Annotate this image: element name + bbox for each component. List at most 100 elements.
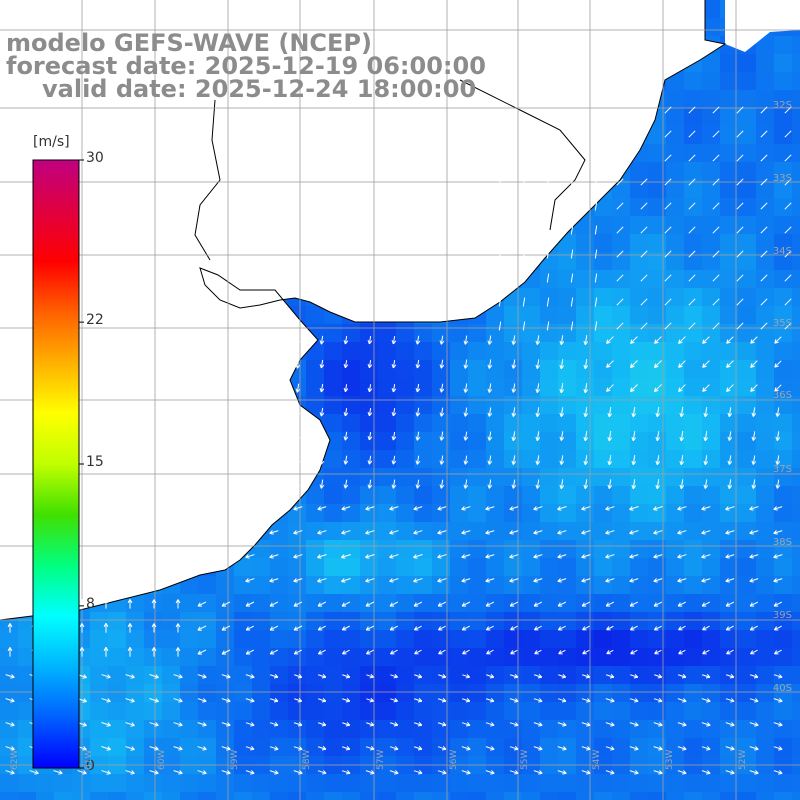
field-cell (612, 558, 630, 576)
field-cell (756, 738, 774, 756)
field-cell (738, 576, 756, 594)
wind-arrow-head (227, 770, 231, 774)
wind-arrow-head (367, 339, 370, 345)
wind-arrow-head (538, 700, 543, 703)
wind-arrow-head (611, 770, 615, 774)
wind-arrow-head (394, 746, 399, 750)
field-cell (630, 522, 648, 540)
wind-arrow-head (630, 339, 633, 344)
wind-arrow-head (226, 748, 231, 751)
field-cell (648, 288, 666, 306)
wind-arrow-head (441, 700, 446, 703)
wind-arrow (630, 649, 638, 655)
field-cell (576, 522, 594, 540)
wind-arrow-head (631, 436, 634, 441)
wind-arrow-head (557, 556, 562, 559)
field-cell (198, 576, 216, 594)
wind-arrow-head (442, 722, 447, 726)
field-cell (612, 720, 630, 738)
field-cell (396, 774, 414, 792)
field-cell (522, 360, 540, 378)
wind-arrow (704, 455, 708, 465)
wind-arrow-head (297, 676, 302, 679)
field-cell (396, 522, 414, 540)
field-cell (774, 432, 792, 450)
wind-arrow (414, 625, 422, 631)
wind-arrow (760, 298, 768, 306)
colorbar (32, 159, 80, 769)
field-cell (306, 522, 324, 540)
field-cell (504, 486, 522, 504)
wind-arrow (221, 746, 231, 750)
wind-arrow-head (461, 532, 466, 535)
field-cell (558, 666, 576, 684)
wind-arrow-head (536, 389, 541, 393)
wind-arrow-head (151, 623, 155, 628)
wind-arrow-head (298, 772, 303, 775)
wind-arrow-head (391, 484, 394, 489)
wind-arrow (317, 770, 327, 774)
field-cell (774, 720, 792, 738)
colorbar-tick-label: 22 (86, 312, 104, 329)
wind-arrow-head (197, 602, 201, 607)
wind-arrow-head (274, 722, 279, 726)
field-cell (162, 738, 180, 756)
wind-arrow-head (248, 460, 253, 465)
wind-arrow (773, 601, 783, 607)
field-cell (648, 792, 666, 800)
field-cell (792, 36, 800, 54)
wind-arrow (678, 649, 686, 655)
wind-arrow-head (509, 556, 514, 559)
wind-arrow (510, 625, 518, 631)
wind-arrow-head (466, 722, 471, 726)
wind-arrow-head (680, 437, 685, 442)
wind-arrow (752, 455, 756, 465)
field-cell (270, 648, 288, 666)
field-cell (756, 594, 774, 612)
field-cell (306, 378, 324, 396)
wind-arrow (245, 554, 255, 558)
wind-arrow-head (707, 698, 711, 702)
wind-arrow-head (749, 602, 753, 607)
wind-arrow-head (389, 580, 394, 583)
wind-arrow-head (343, 363, 346, 368)
wind-arrow-head (509, 532, 514, 535)
wind-arrow-head (485, 554, 489, 558)
field-cell (468, 684, 486, 702)
field-cell (378, 594, 396, 612)
wind-arrow (616, 178, 624, 186)
field-cell (648, 486, 666, 504)
wind-arrow-head (322, 746, 327, 750)
field-cell (648, 342, 666, 360)
wind-arrow (701, 530, 711, 534)
wind-arrow (678, 360, 686, 368)
wind-arrow (509, 506, 519, 510)
wind-arrow-head (345, 676, 350, 679)
wind-arrow (725, 554, 735, 558)
wind-arrow (784, 202, 792, 210)
wind-arrow (341, 601, 351, 607)
field-cell (144, 648, 162, 666)
wind-arrow (125, 674, 135, 678)
wind-arrow-head (749, 506, 753, 510)
wind-arrow-head (203, 698, 207, 702)
field-cell (396, 378, 414, 396)
wind-arrow (197, 674, 207, 678)
field-cell (522, 324, 540, 342)
wind-arrow-head (105, 599, 109, 604)
wind-arrow-head (11, 770, 15, 774)
field-cell (738, 252, 756, 270)
field-cell (594, 774, 612, 792)
wind-arrow-head (245, 578, 249, 582)
field-cell (216, 684, 234, 702)
field-cell (504, 324, 522, 342)
wind-arrow-head (629, 387, 633, 392)
wind-arrow (558, 649, 566, 655)
wind-arrow-head (250, 700, 255, 703)
field-cell (468, 612, 486, 630)
wind-arrow (773, 770, 783, 774)
field-cell (774, 666, 792, 684)
field-cell (432, 468, 450, 486)
wind-arrow-head (634, 724, 639, 727)
wind-arrow (416, 431, 420, 441)
